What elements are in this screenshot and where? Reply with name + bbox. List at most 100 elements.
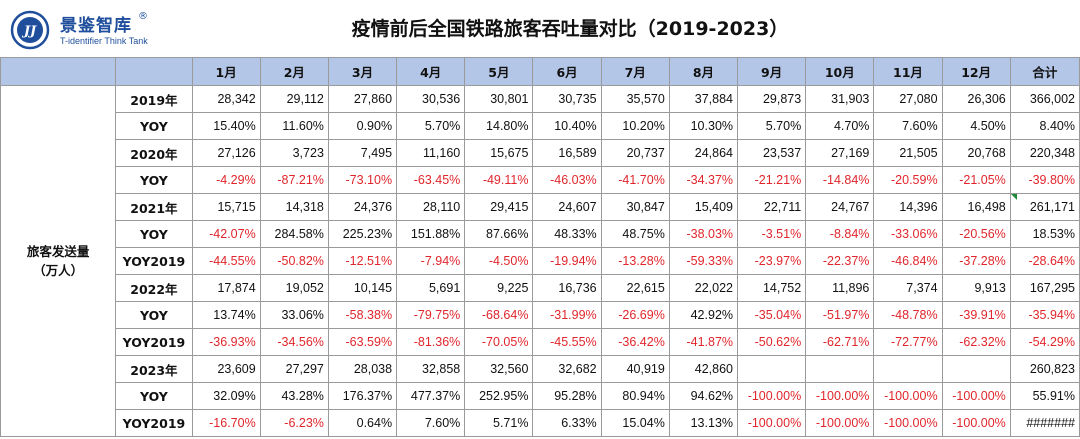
column-header: 11月 [873,57,943,86]
table-cell: 220,348 [1009,139,1080,167]
table-cell: 23,609 [191,355,261,383]
column-header: 5月 [464,57,534,86]
table-cell: -35.04% [737,301,807,329]
row-label: 2020年 [115,139,193,167]
metric-label-line2: （万人） [33,263,84,278]
table-cell: 5.70% [737,112,807,140]
table-cell: 13.74% [191,301,261,329]
column-header: 7月 [600,57,670,86]
table-cell: -13.28% [600,247,670,275]
table-cell: -41.87% [668,328,739,356]
table-cell: 3,723 [259,139,329,167]
table-cell: -63.59% [327,328,398,356]
table-cell: -81.36% [396,328,466,356]
table-cell: -36.93% [191,328,261,356]
table-cell: -7.94% [396,247,466,275]
column-header: 6月 [532,57,602,86]
table-cell: 32,560 [464,355,534,383]
table-cell: 26,306 [941,85,1011,113]
table-cell: 13.13% [668,409,739,437]
table-cell: 32,858 [396,355,466,383]
table-cell: -14.84% [805,166,875,194]
table-cell: 27,297 [259,355,329,383]
table-cell: -46.03% [532,166,602,194]
table-cell: 9,225 [464,274,534,302]
table-row: YOY -4.29% -87.21% -73.10% -63.45% -49.11% -46… [1,166,1080,194]
table-cell: -62.71% [805,328,875,356]
column-header: 4月 [396,57,466,86]
table-cell: 10.20% [600,112,670,140]
table-row: YOY -42.07% 284.58% 225.23% 151.88% 87.66% 48.… [1,220,1080,248]
row-label: YOY [115,382,193,410]
table-cell: -4.50% [464,247,534,275]
table-cell: 11.60% [259,112,329,140]
table-cell: 11,160 [396,139,466,167]
table-cell: -37.28% [941,247,1011,275]
logo-icon: JJ [10,10,50,50]
header-corner-2 [115,57,193,86]
table-cell: 14,318 [259,193,329,221]
table-cell: -36.42% [600,328,670,356]
table-cell: -48.78% [873,301,943,329]
table-cell: -41.70% [600,166,670,194]
table-cell: -73.10% [327,166,398,194]
table-cell: 15,409 [668,193,739,221]
table-cell: 261,171 [1009,193,1080,221]
passenger-table: 1月 2月 3月 4月 5月 6月 7月 8月 9月 10月 11月 12月 合计 旅客发送量 （万人） 2… [0,57,1080,437]
table-cell: 366,002 [1009,85,1080,113]
table-cell: -51.97% [805,301,875,329]
table-cell: 22,022 [668,274,739,302]
row-label: 2019年 [115,85,193,113]
table-row: YOY 15.40% 11.60% 0.90% 5.70% 14.80% 10.40% 10.… [1,112,1080,140]
table-cell [805,355,875,383]
cell-comment-marker [1011,194,1017,200]
table-cell: 22,711 [737,193,807,221]
column-header: 10月 [805,57,875,86]
table-cell: 151.88% [396,220,466,248]
table-cell: 48.33% [532,220,602,248]
table-cell: 477.37% [396,382,466,410]
table-cell: 19,052 [259,274,329,302]
table-cell: 10.30% [668,112,739,140]
table-cell: -20.59% [873,166,943,194]
table-cell: 4.70% [805,112,875,140]
table-cell: 37,884 [668,85,739,113]
table-row: YOY 32.09% 43.28% 176.37% 477.37% 252.95% 95.2… [1,382,1080,410]
table-row: 旅客发送量 （万人） 2019年 28,342 29,112 27,860 30,536 30… [0,85,1080,437]
table-cell: -31.99% [532,301,602,329]
column-header: 2月 [259,57,329,86]
page-title: 疫情前后全国铁路旅客吞吐量对比（2019-2023） [351,18,789,40]
table-cell: -12.51% [327,247,398,275]
row-label: YOY2019 [115,247,193,275]
table-cell: 95.28% [532,382,602,410]
table-cell [941,355,1011,383]
table-row: YOY2019 -36.93% -34.56% -63.59% -81.36% -70.0… [1,328,1080,356]
header-corner [0,57,117,86]
table-cell: -100.00% [873,382,943,410]
table-cell: 284.58% [259,220,329,248]
table-cell: 30,735 [532,85,602,113]
table-cell: -35.94% [1009,301,1080,329]
table-cell: 14,752 [737,274,807,302]
table-cell: -50.62% [737,328,807,356]
table-cell: -68.64% [464,301,534,329]
table-cell: 29,873 [737,85,807,113]
table-cell: 260,823 [1009,355,1080,383]
table-cell: 40,919 [600,355,670,383]
table-cell: -21.21% [737,166,807,194]
table-cell: 27,080 [873,85,943,113]
table-cell: 55.91% [1009,382,1080,410]
table-row: YOY 13.74% 33.06% -58.38% -79.75% -68.64% -31.… [1,301,1080,329]
table-cell: 30,847 [600,193,670,221]
row-label: 2022年 [115,274,193,302]
table-cell: 8.40% [1009,112,1080,140]
row-label: 2023年 [115,355,193,383]
table-row: 2020年 27,126 3,723 7,495 11,160 15,675 16,589 2… [1,139,1080,167]
table-cell: 15.04% [600,409,670,437]
table-cell: -49.11% [464,166,534,194]
table-cell: 42.92% [668,301,739,329]
table-cell: 167,295 [1009,274,1080,302]
table-cell: -79.75% [396,301,466,329]
table-cell: 176.37% [327,382,398,410]
row-label: YOY [115,301,193,329]
